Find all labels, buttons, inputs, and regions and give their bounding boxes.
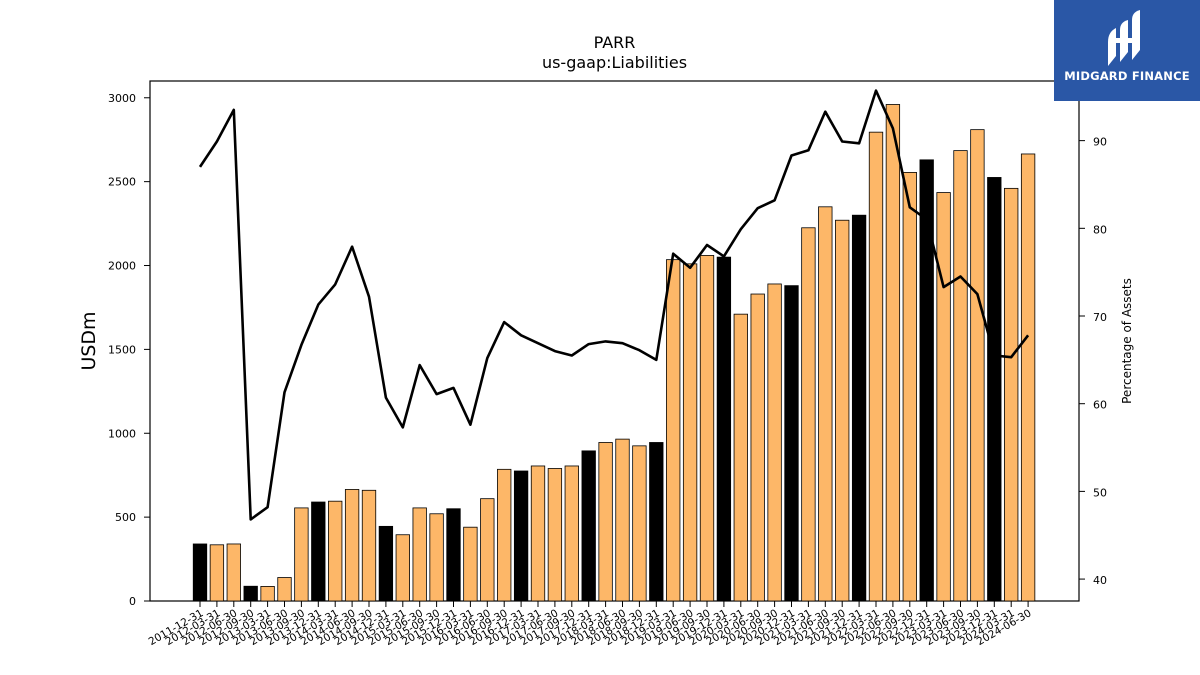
liabilities-bar (294, 507, 309, 602)
liabilities-bar (328, 500, 343, 602)
liabilities-bar (835, 219, 850, 602)
y-tick-label: 3000 (108, 92, 136, 105)
chart-title: PARR (594, 33, 636, 52)
y2-axis-label: Percentage of Assets (1120, 278, 1134, 404)
liabilities-bar (784, 285, 799, 602)
percentage-of-assets-line (198, 89, 1030, 521)
liabilities-bar (581, 450, 596, 602)
liabilities-bar (953, 150, 968, 602)
liabilities-bar (192, 543, 208, 602)
liabilities-bar (344, 489, 360, 602)
liabilities-bar (277, 577, 292, 602)
liabilities-bar (902, 172, 917, 602)
midgard-logo-icon (1108, 10, 1140, 66)
y2-tick-label: 80 (1093, 223, 1107, 236)
liabilities-bar (733, 313, 748, 602)
liabilities-bar (530, 465, 546, 602)
liabilities-bar (750, 293, 765, 602)
liabilities-bar (463, 526, 478, 602)
liabilities-bar (936, 192, 951, 602)
liabilities-bar (480, 498, 495, 602)
liabilities-bar (666, 259, 681, 602)
y-tick-label: 1000 (108, 427, 136, 440)
liabilities-bar (513, 470, 529, 602)
liabilities-bar (429, 513, 444, 602)
liabilities-bar (699, 255, 715, 602)
liabilities-bar (209, 544, 225, 602)
liabilities-bar (497, 468, 512, 602)
y-tick-label: 2000 (108, 260, 136, 273)
chart-subtitle: us-gaap:Liabilities (542, 53, 687, 72)
liabilities-bar (412, 507, 427, 602)
liabilities-bar (649, 442, 664, 602)
liabilities-bar (598, 442, 613, 602)
liabilities-bar (818, 206, 833, 602)
liabilities-bar (1004, 187, 1019, 602)
y2-tick-label: 70 (1093, 311, 1107, 324)
y-tick-label: 2500 (108, 176, 136, 189)
logo-text: MIDGARD FINANCE (1064, 69, 1190, 83)
liabilities-bar (851, 214, 867, 602)
liabilities-bar (987, 177, 1002, 602)
liabilities-bar (260, 586, 275, 602)
liabilities-bar (547, 468, 563, 602)
liabilities-bar (311, 501, 326, 602)
liabilities-bar (446, 508, 461, 602)
y2-tick-label: 60 (1093, 399, 1107, 412)
y-axis-label: USDm (78, 311, 100, 370)
midgard-finance-logo: MIDGARD FINANCE (1054, 0, 1200, 101)
plot-frame (149, 80, 1080, 602)
y2-tick-label: 90 (1093, 136, 1107, 149)
y-tick-label: 1500 (108, 343, 136, 356)
liabilities-bar (1020, 153, 1036, 602)
liabilities-bar (378, 525, 394, 602)
liabilities-bar (395, 534, 410, 602)
liabilities-bar (226, 543, 241, 602)
liabilities-bar (885, 104, 901, 602)
y-tick-label: 0 (129, 595, 136, 608)
liabilities-bar (361, 489, 377, 602)
liabilities-bar (243, 585, 258, 602)
liabilities-bar (970, 129, 985, 602)
y2-tick-label: 50 (1093, 486, 1107, 499)
liabilities-bar (716, 256, 732, 602)
y2-tick-label: 40 (1093, 574, 1107, 587)
liabilities-bar (564, 465, 579, 602)
liabilities-bar (767, 283, 782, 602)
liabilities-bar (919, 159, 934, 602)
y-tick-label: 500 (115, 511, 136, 524)
liabilities-bar (682, 263, 698, 602)
liabilities-bar (632, 445, 647, 602)
liabilities-bar (615, 438, 630, 602)
liabilities-bar (801, 227, 816, 602)
liabilities-bar (868, 131, 884, 602)
